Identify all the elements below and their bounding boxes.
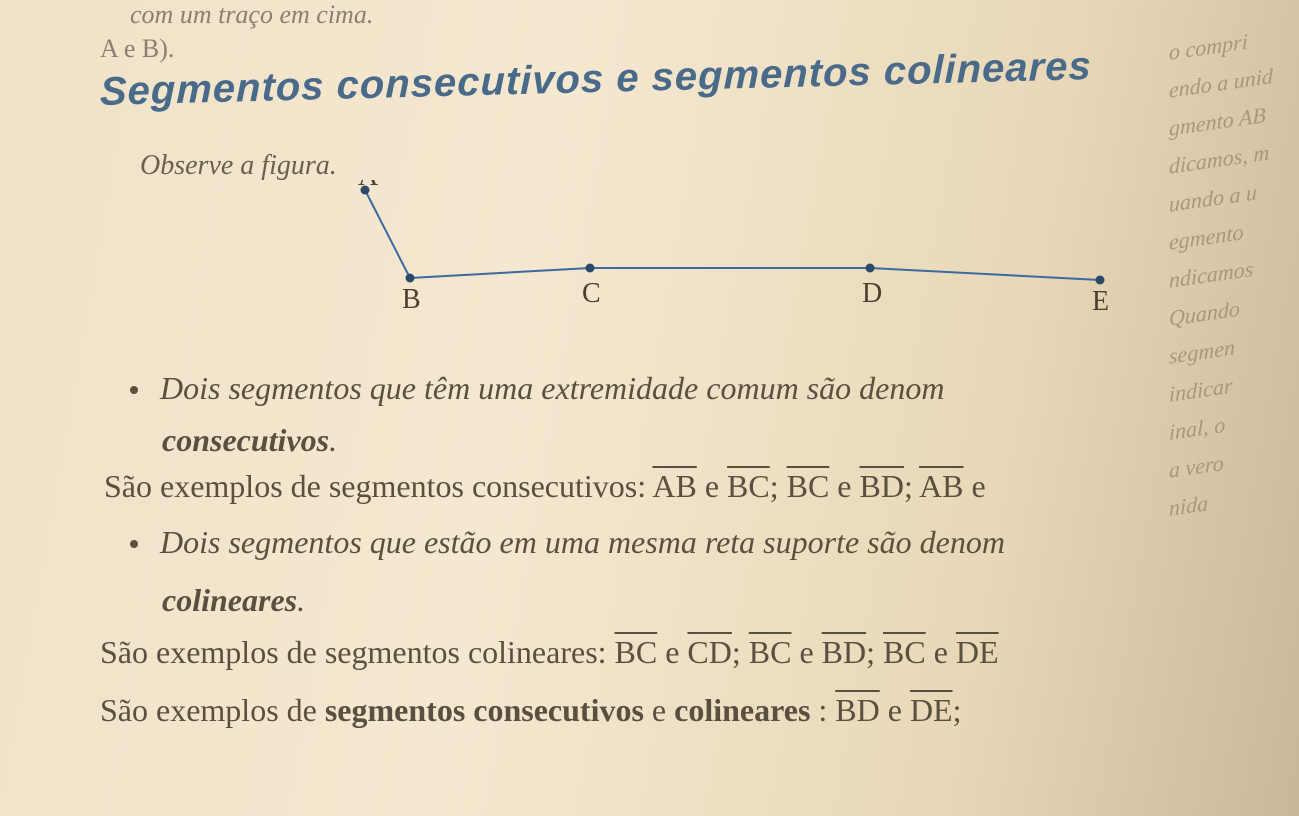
bullet-dot (130, 386, 138, 394)
svg-text:C: C (582, 278, 601, 309)
geometry-figure: A B C D E (310, 180, 1130, 330)
seg-bc: BC (727, 468, 770, 504)
seg-ab: AB (652, 468, 696, 504)
bullet-1-line-2: consecutivos. (162, 420, 1162, 460)
seg-bd-2: BD (822, 634, 866, 670)
term-colin: colineares (674, 692, 810, 728)
term-consecutivos: consecutivos (162, 422, 329, 458)
svg-text:D: D (862, 278, 882, 309)
section-heading: Segmentos consecutivos e segmentos colin… (100, 44, 1092, 115)
svg-text:B: B (402, 284, 421, 315)
textbook-page: com um traço em cima. A e B). Segmentos … (0, 0, 1299, 816)
cutoff-text-top: com um traço em cima. (130, 0, 373, 30)
observe-caption: Observe a figura. (140, 150, 337, 182)
bullet-2-line-1: Dois segmentos que estão em uma mesma re… (130, 522, 1130, 562)
bullet-dot-2 (130, 540, 138, 548)
term-seg-consec: segmentos consecutivos (325, 692, 644, 728)
seg-bc-4: BC (749, 634, 792, 670)
bullet-1-example: São exemplos de segmentos consecutivos: … (104, 466, 1224, 506)
cutoff-text-ab: A e B). (100, 34, 174, 64)
b1-text: Dois segmentos que têm uma extremidade c… (160, 370, 944, 406)
seg-bd: BD (859, 468, 903, 504)
bullet-1-line-1: Dois segmentos que têm uma extremidade c… (130, 368, 1130, 408)
svg-text:E: E (1092, 286, 1109, 317)
svg-text:A: A (358, 180, 379, 192)
seg-bc-3: BC (615, 634, 658, 670)
seg-cd: CD (687, 634, 731, 670)
bullet-2-line-2: colineares. (162, 580, 1162, 620)
seg-de: DE (956, 634, 999, 670)
seg-bd-3: BD (835, 692, 879, 728)
bullet-2-example: São exemplos de segmentos colineares: BC… (100, 632, 1250, 672)
seg-bc-5: BC (883, 634, 926, 670)
bullet-3-example: São exemplos de segmentos consecutivos e… (100, 690, 1260, 730)
seg-bc-2: BC (787, 468, 830, 504)
seg-ab-2: AB (919, 468, 963, 504)
term-colineares: colineares (162, 582, 297, 618)
b2-text: Dois segmentos que estão em uma mesma re… (160, 524, 1005, 560)
seg-de-2: DE (910, 692, 953, 728)
